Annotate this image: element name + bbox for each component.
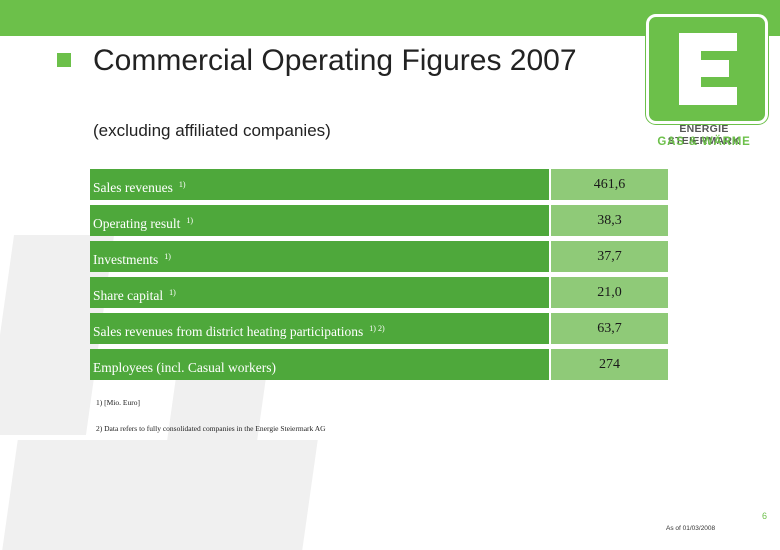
row-label: Sales revenues from district heating par… [90, 313, 549, 344]
as-of-date: As of 01/03/2008 [666, 525, 716, 532]
row-value: 461,6 [551, 169, 668, 200]
footnote-ref: 1) 2) [369, 324, 385, 333]
logo-line1: ENERGIE STEIERMARK [667, 123, 741, 147]
background-watermark-shape [2, 440, 318, 550]
logo-e-mark [646, 14, 768, 124]
table-row: Investments 1) 37,7 [90, 241, 668, 272]
background-watermark-shape [164, 380, 266, 460]
footnote-1: 1) [Mio. Euro] [96, 398, 140, 407]
footnote-ref: 1) [178, 180, 186, 189]
row-value: 274 [551, 349, 668, 380]
slide-title: Commercial Operating Figures 2007 [93, 44, 577, 77]
logo-line2: GAS & WÄRME [657, 136, 751, 148]
footnote-2: 2) Data refers to fully consolidated com… [96, 424, 326, 433]
row-label: Employees (incl. Casual workers) [90, 349, 549, 380]
page-number: 6 [762, 511, 768, 521]
slide-subtitle: (excluding affiliated companies) [93, 121, 331, 140]
row-value: 37,7 [551, 241, 668, 272]
row-value: 38,3 [551, 205, 668, 236]
row-label: Operating result 1) [90, 205, 549, 236]
row-label: Sales revenues 1) [90, 169, 549, 200]
table-row: Employees (incl. Casual workers) 274 [90, 349, 668, 380]
footnote-ref: 1) [164, 252, 171, 261]
title-bullet-icon [57, 53, 71, 67]
energie-steiermark-logo: ENERGIE STEIERMARK GAS & WÄRME [642, 12, 768, 150]
table-row: Sales revenues 1) 461,6 [90, 169, 668, 200]
table-row: Share capital 1) 21,0 [90, 277, 668, 308]
row-value: 21,0 [551, 277, 668, 308]
row-label: Investments 1) [90, 241, 549, 272]
footnote-ref: 1) [169, 288, 176, 297]
table-row: Sales revenues from district heating par… [90, 313, 668, 344]
row-label: Share capital 1) [90, 277, 549, 308]
footnote-ref: 1) [186, 216, 194, 225]
row-value: 63,7 [551, 313, 668, 344]
e-letter-icon [679, 33, 737, 105]
table-row: Operating result 1) 38,3 [90, 205, 668, 236]
